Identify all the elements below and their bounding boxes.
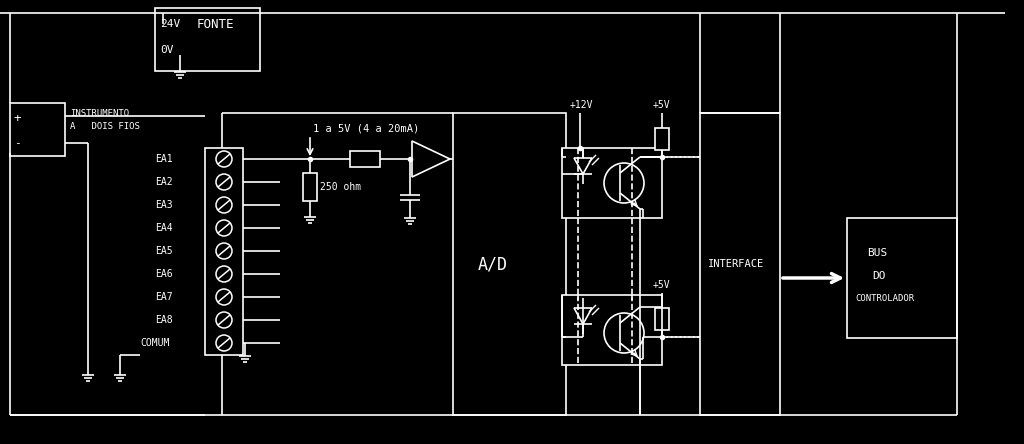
Bar — [700, 113, 780, 415]
Polygon shape — [574, 308, 592, 324]
Text: 250 ohm: 250 ohm — [319, 182, 361, 192]
Text: +5V: +5V — [653, 100, 671, 110]
Text: -: - — [14, 138, 20, 148]
Text: EA5: EA5 — [155, 246, 173, 256]
Text: EA6: EA6 — [155, 269, 173, 279]
Text: +: + — [14, 111, 22, 124]
Bar — [655, 308, 669, 330]
Text: EA1: EA1 — [155, 154, 173, 164]
Text: +12V: +12V — [570, 100, 594, 110]
Bar — [155, 8, 260, 71]
Text: EA4: EA4 — [155, 223, 173, 233]
Circle shape — [216, 197, 232, 213]
Circle shape — [604, 313, 644, 353]
Circle shape — [604, 163, 644, 203]
Bar — [350, 151, 380, 167]
Text: EA2: EA2 — [155, 177, 173, 187]
Text: A/D: A/D — [478, 255, 508, 273]
Circle shape — [216, 174, 232, 190]
Text: A   DOIS FIOS: A DOIS FIOS — [70, 122, 140, 131]
Text: DO: DO — [872, 271, 886, 281]
Text: EA3: EA3 — [155, 200, 173, 210]
Text: EA8: EA8 — [155, 315, 173, 325]
Circle shape — [216, 151, 232, 167]
Polygon shape — [412, 141, 450, 177]
Bar — [562, 148, 662, 218]
Circle shape — [216, 335, 232, 351]
Text: INSTRUMENTO: INSTRUMENTO — [70, 108, 129, 118]
Text: BUS: BUS — [867, 248, 887, 258]
Text: 1 a 5V (4 a 20mA): 1 a 5V (4 a 20mA) — [313, 123, 419, 133]
Text: COMUM: COMUM — [140, 338, 169, 348]
Text: CONTROLADOR: CONTROLADOR — [855, 293, 914, 302]
Circle shape — [216, 266, 232, 282]
Circle shape — [216, 220, 232, 236]
Circle shape — [216, 312, 232, 328]
Bar — [303, 173, 317, 201]
Text: 24V: 24V — [160, 19, 180, 29]
Bar — [655, 128, 669, 150]
Circle shape — [216, 243, 232, 259]
Bar — [562, 295, 662, 365]
Text: 0V: 0V — [160, 45, 173, 55]
Text: FONTE: FONTE — [197, 17, 234, 31]
Circle shape — [216, 289, 232, 305]
Polygon shape — [574, 158, 592, 174]
Text: INTERFACE: INTERFACE — [708, 259, 764, 269]
Bar — [10, 103, 65, 156]
Bar — [205, 148, 243, 355]
Bar — [847, 218, 957, 338]
Text: EA7: EA7 — [155, 292, 173, 302]
Bar — [453, 113, 566, 415]
Text: +5V: +5V — [653, 280, 671, 290]
